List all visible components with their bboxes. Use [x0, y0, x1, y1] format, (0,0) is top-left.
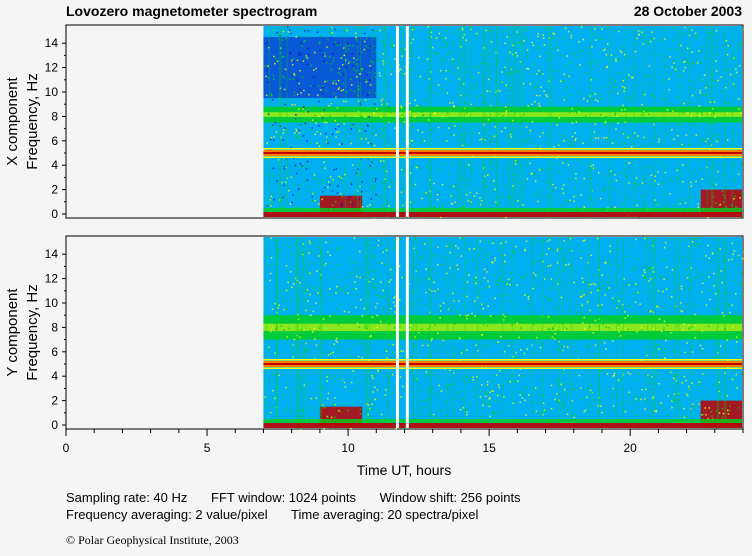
data-gap	[395, 26, 399, 217]
band-low-power	[263, 37, 377, 99]
data-gap	[405, 237, 409, 428]
window-shift-text: Window shift: 256 points	[379, 490, 521, 505]
y-tick-label: 14	[45, 36, 59, 50]
y-tick-label: 2	[51, 394, 58, 408]
y-tick-label: 12	[45, 61, 59, 75]
y-axis-component-label: X component	[4, 76, 21, 165]
x-tick-label: 10	[341, 441, 355, 455]
chart-date: 28 October 2003	[633, 3, 742, 19]
x-axis-label: Time UT, hours	[357, 462, 451, 478]
y-tick-label: 4	[51, 158, 58, 172]
x-tick-label: 0	[63, 441, 70, 455]
y-tick-label: 2	[51, 183, 58, 197]
data-gap	[405, 26, 409, 217]
x-tick-label: 5	[204, 441, 211, 455]
fft-window-text: FFT window: 1024 points	[211, 490, 357, 505]
y-tick-label: 8	[51, 320, 58, 334]
time-averaging-text: Time averaging: 20 spectra/pixel	[291, 507, 479, 522]
band-core	[263, 112, 742, 117]
chart-title: Lovozero magnetometer spectrogram	[66, 3, 318, 19]
y-tick-label: 6	[51, 345, 58, 359]
y-tick-label: 4	[51, 369, 58, 383]
y-tick-label: 0	[51, 207, 58, 221]
low-frequency-floor	[263, 423, 742, 428]
y-tick-label: 14	[45, 247, 59, 261]
y-axis-frequency-label: Frequency, Hz	[24, 284, 41, 380]
sampling-rate-text: Sampling rate: 40 Hz	[66, 490, 188, 505]
low-frequency-floor	[263, 212, 742, 217]
y-axis-frequency-label: Frequency, Hz	[24, 73, 41, 169]
x-tick-label: 20	[623, 441, 637, 455]
spectrogram-panel-x	[65, 24, 744, 219]
y-axis-component-label: Y component	[4, 288, 21, 377]
data-gap	[395, 237, 399, 428]
y-tick-label: 10	[45, 85, 59, 99]
x-tick-label: 15	[482, 441, 496, 455]
y-tick-label: 0	[51, 418, 58, 432]
band-core	[263, 323, 742, 332]
y-tick-label: 6	[51, 134, 58, 148]
y-tick-label: 12	[45, 272, 59, 286]
frequency-averaging-text: Frequency averaging: 2 value/pixel	[66, 507, 268, 522]
y-tick-label: 8	[51, 109, 58, 123]
copyright-text: © Polar Geophysical Institute, 2003	[66, 533, 239, 547]
spectrogram-panel-y	[65, 235, 744, 430]
processing-info: Sampling rate: 40 Hz FFT window: 1024 po…	[66, 489, 521, 523]
y-tick-label: 10	[45, 296, 59, 310]
